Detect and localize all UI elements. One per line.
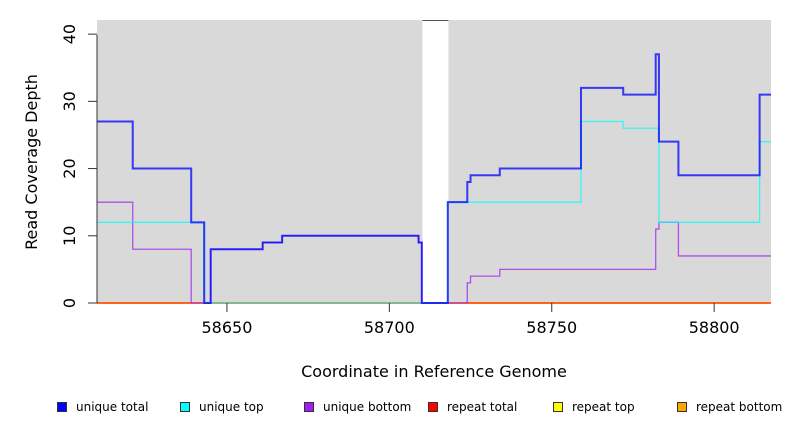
legend-item: unique top [180, 400, 264, 414]
legend-label: repeat total [447, 400, 518, 414]
legend-label: unique bottom [323, 400, 412, 414]
legend-item: unique bottom [304, 400, 411, 414]
legend-label: unique top [199, 400, 264, 414]
legend-swatch-icon [553, 402, 563, 412]
y-tick-label: 0 [60, 298, 79, 308]
x-tick-label: 58750 [526, 318, 577, 337]
x-tick-label: 58700 [364, 318, 415, 337]
x-tick-label: 58800 [689, 318, 740, 337]
x-ticks: 58650 58700 58750 58800 [201, 303, 740, 337]
legend-item: unique total [57, 400, 148, 414]
coverage-gap [422, 20, 449, 303]
x-tick-label: 58650 [201, 318, 252, 337]
legend-swatch-icon [677, 402, 687, 412]
legend-label: repeat bottom [696, 400, 783, 414]
legend-item: repeat bottom [677, 400, 782, 414]
coverage-chart: 0 10 20 30 40 58650 58700 58750 58800 Coordinat… [22, 20, 771, 381]
x-axis-title: Coordinate in Reference Genome [301, 362, 567, 381]
legend-item: repeat top [553, 400, 635, 414]
legend-swatch-icon [180, 402, 190, 412]
series-line-unique-total [97, 53, 771, 304]
y-axis-title: Read Coverage Depth [22, 74, 41, 250]
y-tick-label: 10 [60, 226, 79, 246]
legend-swatch-icon [304, 402, 314, 412]
legend-label: unique total [76, 400, 149, 414]
y-ticks: 0 10 20 30 40 [60, 24, 97, 308]
plot-background [97, 20, 771, 303]
legend-item: repeat total [428, 400, 517, 414]
legend-swatch-icon [428, 402, 438, 412]
series-line-unique-top [97, 120, 771, 304]
y-tick-label: 40 [60, 24, 79, 44]
y-tick-label: 20 [60, 158, 79, 178]
legend-swatch-icon [57, 402, 67, 412]
legend: unique total unique top unique bottom repea… [0, 400, 792, 418]
y-tick-label: 30 [60, 91, 79, 111]
series-layer [97, 53, 771, 304]
legend-label: repeat top [572, 400, 635, 414]
